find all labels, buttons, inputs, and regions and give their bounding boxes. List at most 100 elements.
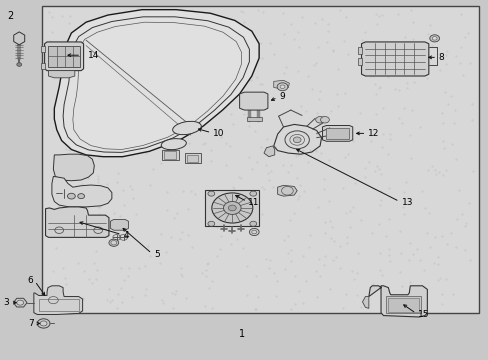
Point: [287, 258, 295, 264]
Point: [400, 57, 408, 63]
Point: [104, 136, 112, 141]
Point: [228, 121, 236, 127]
Point: [435, 275, 443, 281]
Point: [421, 206, 428, 211]
Point: [296, 152, 304, 157]
Point: [174, 44, 182, 50]
Point: [378, 272, 386, 278]
Point: [366, 138, 374, 144]
Point: [315, 273, 323, 279]
Point: [253, 159, 261, 165]
Point: [251, 128, 259, 134]
Point: [437, 233, 445, 239]
Point: [446, 230, 454, 235]
Point: [386, 131, 393, 137]
Point: [427, 163, 435, 169]
Point: [370, 81, 378, 87]
Point: [409, 78, 417, 84]
Point: [248, 216, 256, 221]
Point: [108, 297, 116, 303]
Point: [320, 176, 327, 182]
Point: [99, 104, 106, 110]
Point: [52, 245, 60, 251]
Text: 7: 7: [28, 319, 34, 328]
Point: [54, 111, 61, 116]
Point: [198, 271, 206, 276]
Point: [108, 57, 116, 63]
Point: [175, 72, 183, 77]
Point: [309, 62, 317, 68]
Point: [262, 256, 269, 262]
Point: [104, 103, 112, 109]
Point: [53, 97, 61, 103]
Point: [396, 250, 404, 256]
Circle shape: [207, 221, 214, 226]
Point: [341, 292, 349, 297]
Point: [373, 21, 381, 27]
Point: [66, 13, 74, 19]
Point: [372, 12, 380, 17]
Polygon shape: [322, 126, 352, 141]
Circle shape: [207, 191, 214, 196]
Point: [321, 253, 328, 258]
Point: [408, 251, 416, 257]
Point: [435, 67, 443, 73]
Point: [269, 184, 277, 190]
Point: [434, 169, 442, 175]
Point: [402, 180, 409, 185]
Point: [158, 300, 166, 306]
Point: [59, 13, 66, 19]
Point: [408, 19, 416, 25]
Point: [116, 213, 123, 219]
Point: [142, 286, 150, 292]
Point: [71, 193, 79, 198]
Circle shape: [228, 205, 236, 211]
Point: [220, 193, 228, 199]
Point: [434, 254, 442, 260]
Circle shape: [249, 191, 256, 196]
Point: [406, 279, 413, 284]
Point: [412, 40, 420, 46]
Point: [156, 260, 164, 265]
Point: [128, 186, 136, 192]
Point: [336, 7, 344, 13]
Point: [415, 257, 423, 262]
Point: [263, 136, 270, 141]
Point: [155, 126, 163, 132]
Point: [88, 230, 96, 236]
Point: [139, 78, 147, 84]
Point: [79, 296, 87, 302]
Point: [269, 271, 277, 276]
Point: [208, 278, 216, 283]
Point: [466, 257, 473, 263]
Polygon shape: [277, 185, 297, 196]
Point: [287, 162, 295, 168]
Point: [266, 168, 274, 174]
Point: [178, 273, 186, 279]
Point: [423, 75, 430, 81]
Point: [172, 7, 180, 13]
Point: [317, 150, 325, 156]
Point: [52, 54, 60, 60]
Circle shape: [78, 194, 84, 199]
Point: [321, 220, 328, 225]
Point: [375, 84, 383, 90]
Point: [167, 234, 175, 240]
Polygon shape: [53, 154, 94, 181]
Point: [289, 210, 297, 216]
Point: [304, 73, 311, 79]
Point: [295, 288, 303, 294]
Point: [95, 154, 102, 160]
Point: [284, 233, 291, 239]
Point: [93, 111, 101, 116]
Point: [326, 109, 334, 114]
Point: [67, 121, 75, 126]
Point: [399, 105, 407, 111]
Point: [117, 265, 124, 270]
Point: [368, 60, 376, 66]
Point: [185, 13, 193, 18]
Point: [203, 261, 210, 267]
Point: [61, 106, 69, 112]
Point: [341, 14, 349, 20]
Circle shape: [67, 193, 75, 199]
